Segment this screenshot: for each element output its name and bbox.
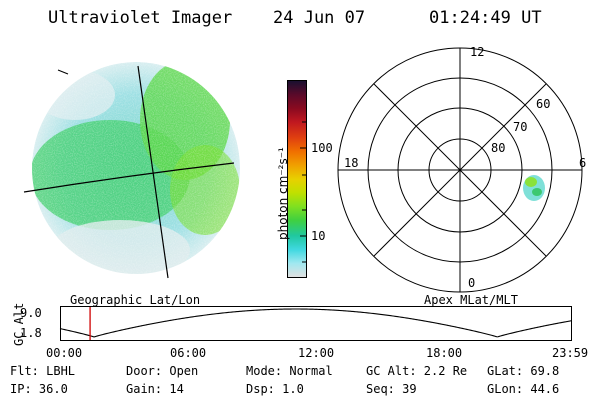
latitude-line	[23, 162, 235, 193]
mlt-label-6: 6	[579, 156, 587, 170]
mlt-label-18: 18	[344, 156, 359, 170]
alt-ytick-9: 9.0	[20, 306, 42, 320]
lat-label-80: 80	[491, 141, 506, 155]
mlt-label-12: 12	[470, 45, 485, 59]
right-caption: Apex MLat/MLT	[424, 293, 518, 307]
mlt-label-0: 0	[468, 276, 476, 290]
alt-xtick-6: 06:00	[170, 346, 207, 360]
mlt-line-diag-2	[373, 83, 547, 257]
status-filter: Flt: LBHL	[10, 364, 76, 378]
status-glon: GLon: 44.6	[487, 382, 560, 396]
alt-xtick-12: 12:00	[298, 346, 335, 360]
app-title: Ultraviolet Imager	[48, 8, 233, 28]
alt-ytick-1-8: 1.8	[20, 326, 42, 340]
lat-label-60: 60	[536, 97, 551, 111]
polar-grid	[337, 47, 583, 293]
aurora-blob	[523, 175, 545, 201]
colorbar-ticks	[300, 121, 306, 263]
altitude-curve	[59, 308, 573, 338]
alt-xtick-18: 18:00	[426, 346, 463, 360]
colorbar-tick-10: 10	[311, 229, 326, 243]
status-mode: Mode: Normal	[246, 364, 333, 378]
longitude-line	[137, 65, 169, 279]
alt-xtick-24: 23:59	[552, 346, 589, 360]
uv-image-geographic	[23, 62, 240, 279]
left-caption: Geographic Lat/Lon	[70, 293, 201, 307]
status-dsp: Dsp: 1.0	[246, 382, 304, 396]
alt-xtick-0: 00:00	[46, 346, 83, 360]
status-gc-alt: GC Alt: 2.2 Re	[366, 364, 468, 378]
altitude-plot-frame	[60, 306, 572, 341]
edge-line	[57, 69, 69, 75]
colorbar	[287, 80, 307, 278]
status-gain: Gain: 14	[126, 382, 184, 396]
time-label: 01:24:49 UT	[429, 8, 542, 28]
status-door: Door: Open	[126, 364, 199, 378]
lat-label-70: 70	[513, 120, 528, 134]
altitude-plot	[59, 306, 573, 341]
status-ip: IP: 36.0	[10, 382, 68, 396]
colorbar-label: photon cm⁻²s⁻¹	[276, 147, 290, 240]
colorbar-tick-100: 100	[311, 141, 333, 155]
date-label: 24 Jun 07	[273, 8, 366, 28]
status-glat: GLat: 69.8	[487, 364, 560, 378]
status-seq: Seq: 39	[366, 382, 417, 396]
